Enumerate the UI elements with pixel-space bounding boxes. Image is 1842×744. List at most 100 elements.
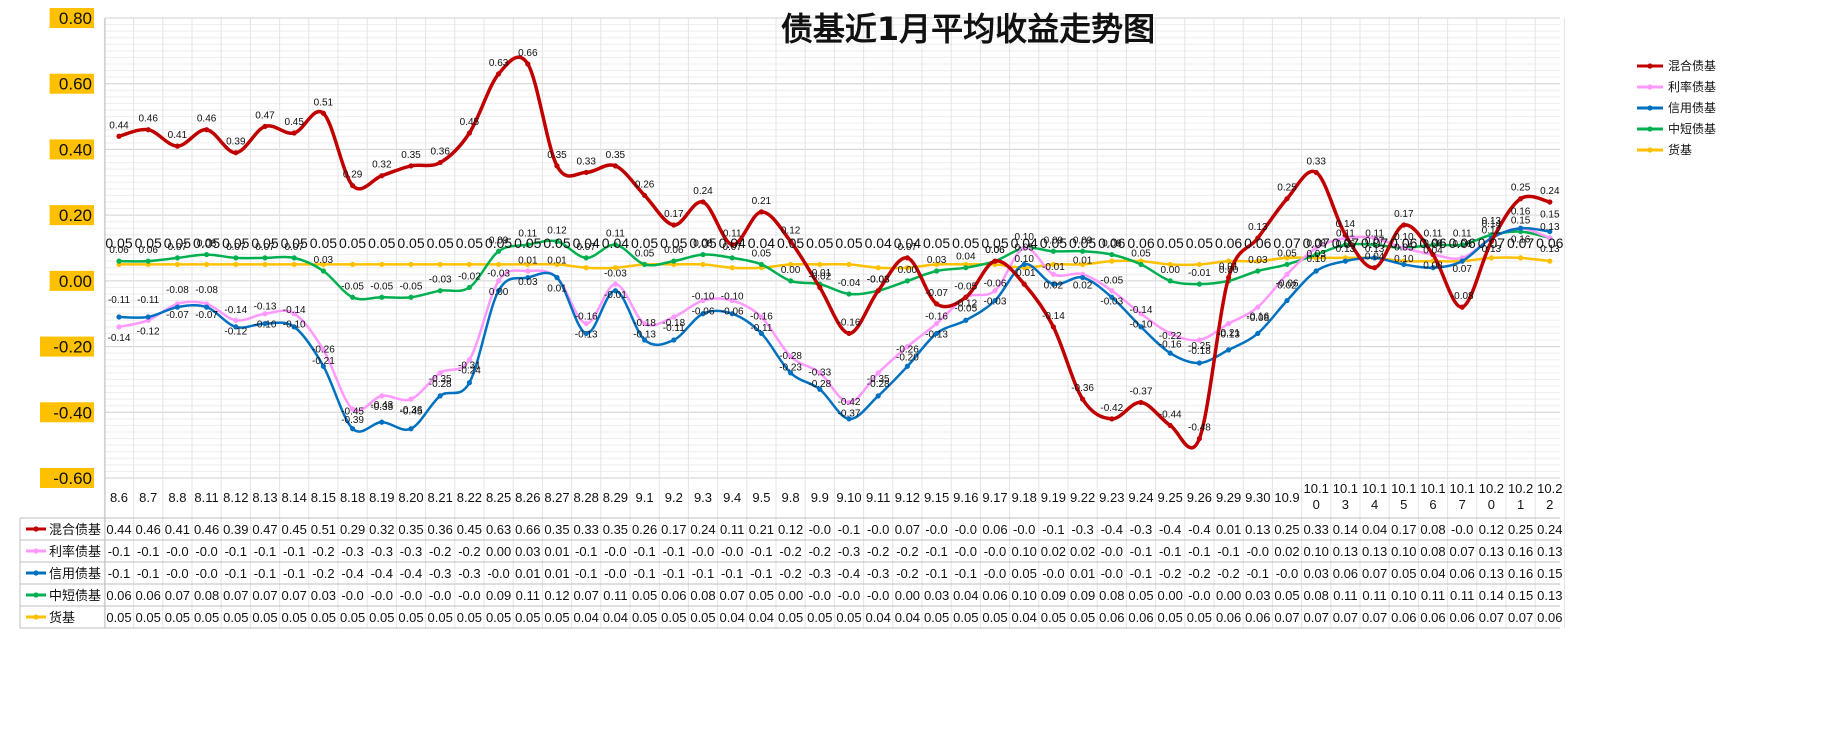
data-label: -0.35: [867, 374, 890, 385]
table-cell: 0.13: [1537, 544, 1562, 559]
data-label: -0.14: [1042, 311, 1065, 322]
table-cell: 0.08: [1420, 544, 1445, 559]
data-label: 0.07: [898, 242, 918, 253]
data-label: 0.00: [1219, 265, 1239, 276]
y-tick-highlight: [40, 336, 94, 357]
data-label: 0.11: [723, 229, 742, 240]
table-cell: -0.4: [1101, 522, 1123, 537]
data-label: 0.05: [752, 248, 772, 259]
data-point: [729, 297, 735, 304]
data-label: -0.05: [400, 281, 423, 292]
data-label: -0.37: [838, 408, 861, 419]
data-label: 0.24: [1540, 186, 1560, 197]
x-tick-label: 9.23: [1099, 490, 1124, 505]
data-label: -0.28: [867, 379, 890, 390]
data-point: [1021, 261, 1027, 268]
table-cell: -0.0: [1101, 566, 1123, 581]
table-cell: 0.05: [165, 610, 190, 625]
data-label: -0.18: [662, 318, 685, 329]
y-axis-ticks: 0.80 0.60 0.40 0.20 0.00 -0.20 -0.40 -0.60: [40, 8, 94, 488]
data-point: [1313, 268, 1319, 274]
data-label: 0.04: [573, 235, 600, 251]
data-label: -0.01: [1042, 262, 1065, 273]
table-cell: 0.11: [720, 522, 744, 537]
data-label: -0.03: [867, 275, 890, 286]
data-label: 0.46: [197, 114, 217, 125]
table-cell: -0.4: [838, 566, 860, 581]
data-label: -0.06: [1276, 279, 1299, 290]
data-point: [583, 330, 589, 337]
table-row-header: 利率债基: [49, 544, 101, 559]
table-cell: 0.10: [1304, 544, 1329, 559]
data-label: 0.45: [284, 117, 304, 128]
data-point: [437, 159, 443, 166]
table-cell: 0.13: [1479, 566, 1504, 581]
table-cell: 0.13: [1333, 544, 1358, 559]
chart-title: 债基近1月平均收益走势图: [781, 10, 1155, 48]
table-cell: 0.08: [690, 588, 715, 603]
table-cell: 0.05: [194, 610, 219, 625]
table-cell: -0.0: [1042, 566, 1064, 581]
table-cell: 0.15: [1537, 566, 1562, 581]
data-label: 0.07: [1365, 236, 1385, 247]
data-point: [525, 61, 531, 67]
data-point: [904, 363, 911, 369]
data-label: 0.13: [1482, 244, 1502, 255]
data-label: 0.05: [105, 235, 132, 251]
table-cell: 0.44: [106, 522, 131, 537]
data-point: [1167, 422, 1173, 429]
table-cell: -0.1: [225, 566, 247, 581]
table-cell: 0.09: [486, 588, 511, 603]
x-tick-label: 8.13: [252, 490, 277, 505]
table-cell: -0.0: [1188, 588, 1210, 603]
data-label: -0.03: [867, 275, 890, 286]
data-label: 0.05: [193, 235, 220, 251]
data-label: -0.08: [195, 285, 218, 296]
data-label: 0.11: [1365, 229, 1384, 240]
data-label: 0.04: [602, 235, 629, 251]
table-cell: 0.01: [544, 566, 569, 581]
data-point: [963, 317, 969, 323]
data-label: -0.18: [633, 318, 656, 329]
x-tick-label: 6: [1429, 497, 1436, 512]
data-label: 0.17: [1394, 209, 1414, 220]
table-cell: -0.1: [225, 544, 247, 559]
table-cell: 0.13: [1245, 522, 1270, 537]
data-label: 0.07: [226, 242, 246, 253]
table-cell: -0.4: [1188, 522, 1210, 537]
data-point: [1021, 245, 1027, 251]
data-table: 8.6 8.7 8.8 8.11 8.12 8.13 8.14 8.15 8.18 8.19 8.2…: [19, 478, 1562, 629]
table-cell: 0.07: [574, 588, 599, 603]
table-cell: 0.03: [1304, 566, 1329, 581]
x-tick-label: 0: [1488, 497, 1495, 512]
x-tick-label: 4: [1371, 497, 1378, 512]
legend-label: 利率债基: [1668, 79, 1716, 94]
data-point: [1459, 242, 1465, 248]
data-point: [174, 304, 180, 310]
table-cell: 0.03: [515, 544, 540, 559]
table-cell: -0.1: [721, 566, 743, 581]
data-label: -0.12: [954, 298, 977, 309]
table-cell: 0.02: [1274, 544, 1299, 559]
data-point: [1284, 255, 1290, 261]
data-point: [379, 419, 385, 425]
x-tick-label: 8.29: [603, 490, 628, 505]
table-cell: -0.1: [925, 544, 947, 559]
data-label: -0.13: [254, 302, 277, 313]
data-label: -0.44: [1159, 409, 1182, 420]
data-label: 0.33: [1306, 156, 1326, 167]
data-label: 0.33: [576, 156, 596, 167]
data-point: [875, 370, 881, 376]
data-label: 0.05: [1394, 242, 1414, 253]
table-cell: -0.1: [663, 566, 685, 581]
data-label: -0.42: [1100, 403, 1123, 414]
table-cell: 0.00: [778, 588, 803, 603]
table-cell: 0.04: [1362, 522, 1387, 537]
data-label: 0.45: [460, 117, 480, 128]
data-label: 0.51: [314, 97, 334, 108]
data-label: 0.13: [1482, 216, 1502, 227]
data-label: 0.06: [985, 245, 1005, 256]
data-label: -0.05: [341, 281, 364, 292]
table-cell: 0.45: [282, 522, 307, 537]
data-point: [612, 242, 619, 248]
